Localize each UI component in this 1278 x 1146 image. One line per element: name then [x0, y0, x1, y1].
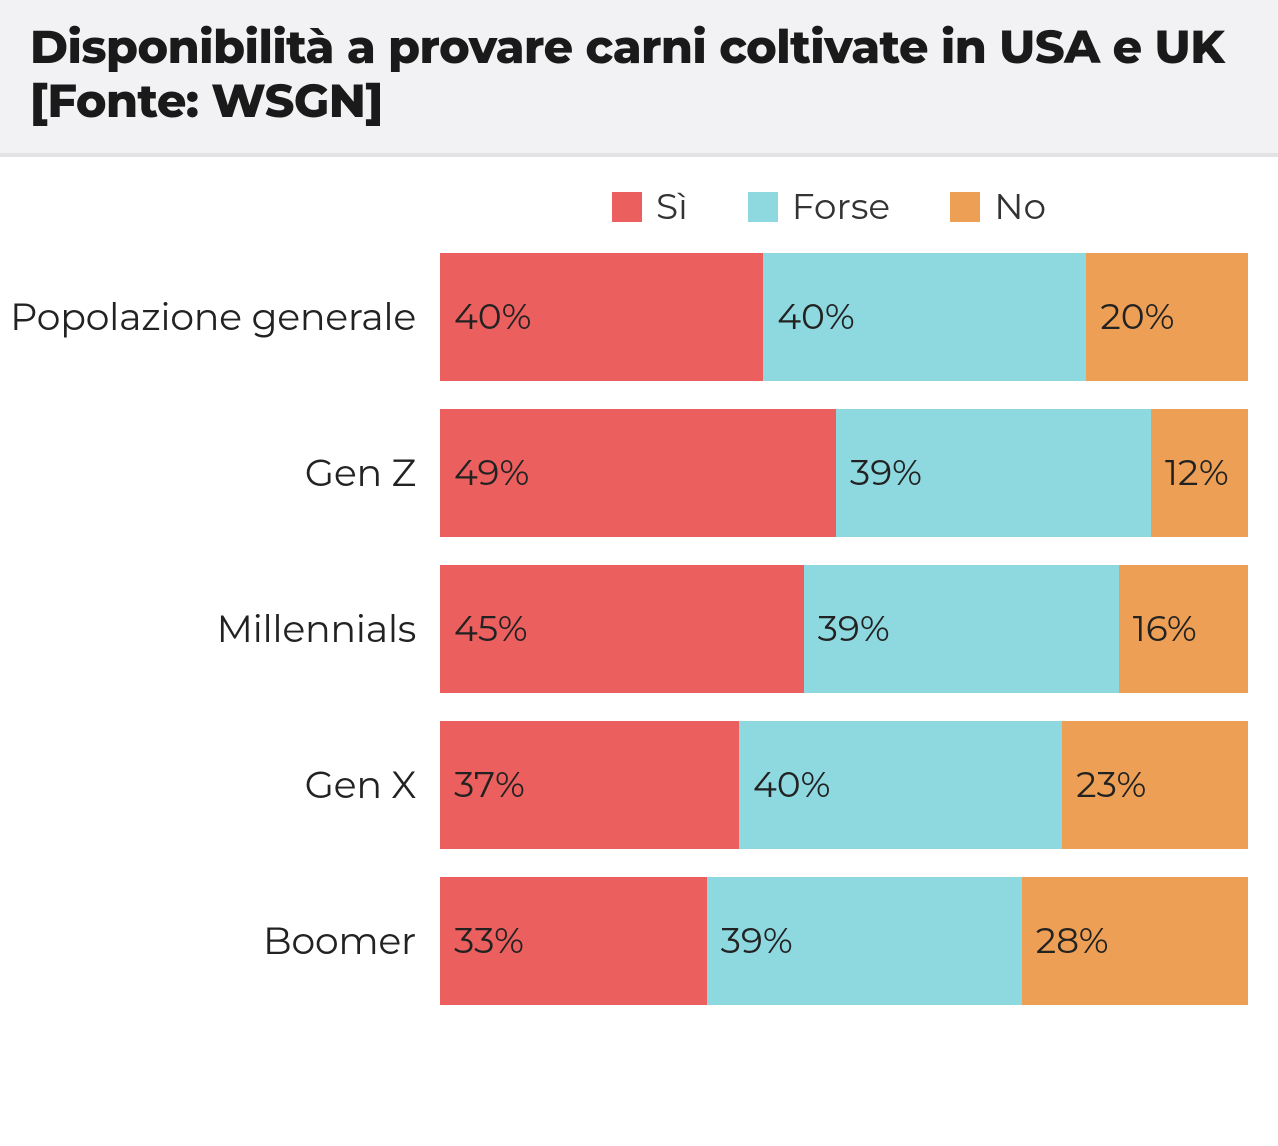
bar-segment-si: 33% [440, 877, 707, 1005]
stacked-bar: 33%39%28% [440, 877, 1248, 1005]
bar-segment-forse: 40% [739, 721, 1062, 849]
legend-label-si: Sì [656, 185, 688, 229]
bar-segment-forse: 40% [763, 253, 1086, 381]
bar-segment-si: 37% [440, 721, 739, 849]
legend-swatch-forse [748, 192, 778, 222]
bar-segment-si: 49% [440, 409, 836, 537]
chart-title: Disponibilità a provare carni coltivate … [30, 20, 1248, 129]
category-label: Gen Z [10, 449, 440, 496]
title-band: Disponibilità a provare carni coltivate … [0, 0, 1278, 157]
bar-row: Millennials45%39%16% [10, 565, 1248, 693]
bar-row: Gen X37%40%23% [10, 721, 1248, 849]
legend: Sì Forse No [410, 185, 1248, 229]
legend-label-forse: Forse [792, 185, 890, 229]
bar-segment-no: 16% [1119, 565, 1248, 693]
legend-item-no: No [950, 185, 1046, 229]
chart-area: SìForseNo Popolazione generale40%40%20%G… [0, 157, 1278, 1146]
legend-swatch-si [612, 192, 642, 222]
bar-segment-forse: 39% [707, 877, 1022, 1005]
stacked-bar: 49%39%12% [440, 409, 1248, 537]
stacked-bar: 45%39%16% [440, 565, 1248, 693]
bar-segment-no: 28% [1022, 877, 1248, 1005]
bar-row: Popolazione generale40%40%20% [10, 253, 1248, 381]
category-label: Boomer [10, 917, 440, 964]
bar-row: Boomer33%39%28% [10, 877, 1248, 1005]
chart-frame: Disponibilità a provare carni coltivate … [0, 0, 1278, 1146]
category-label: Gen X [10, 761, 440, 808]
legend-swatch-no [950, 192, 980, 222]
bar-segment-no: 23% [1062, 721, 1248, 849]
bar-row: Gen Z49%39%12% [10, 409, 1248, 537]
category-label: Millennials [10, 605, 440, 652]
legend-label-no: No [994, 185, 1046, 229]
bar-segment-no: 12% [1151, 409, 1248, 537]
legend-item-forse: Forse [748, 185, 890, 229]
stacked-bar: 37%40%23% [440, 721, 1248, 849]
stacked-bar: 40%40%20% [440, 253, 1248, 381]
bar-rows: Popolazione generale40%40%20%Gen Z49%39%… [10, 253, 1248, 1005]
bar-segment-no: 20% [1086, 253, 1248, 381]
bar-segment-si: 40% [440, 253, 763, 381]
category-label: Popolazione generale [10, 293, 440, 340]
legend-item-si: Sì [612, 185, 688, 229]
bar-segment-si: 45% [440, 565, 804, 693]
bar-segment-forse: 39% [836, 409, 1151, 537]
bar-segment-forse: 39% [804, 565, 1119, 693]
